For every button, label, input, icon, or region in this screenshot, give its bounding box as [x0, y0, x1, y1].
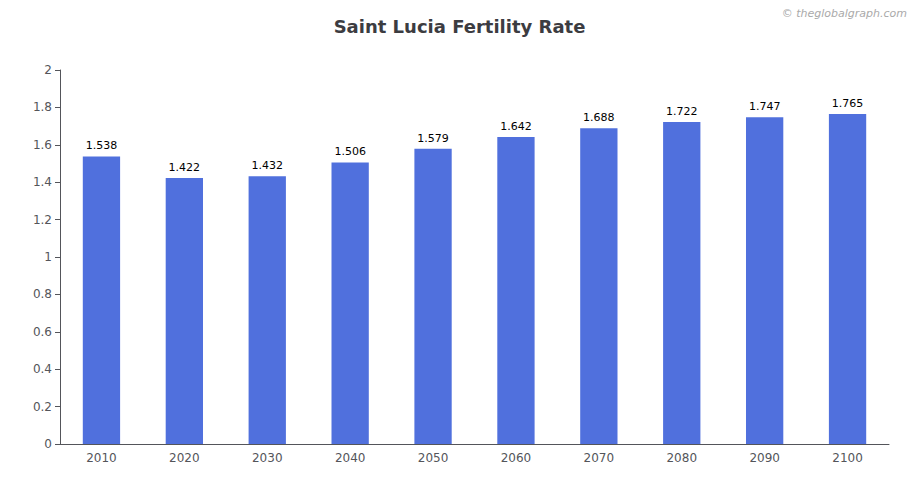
svg-text:0.2: 0.2 [33, 400, 52, 414]
svg-text:1.642: 1.642 [500, 120, 532, 133]
svg-text:1.422: 1.422 [169, 161, 201, 174]
svg-text:1.765: 1.765 [832, 97, 864, 110]
svg-text:0.6: 0.6 [33, 325, 52, 339]
svg-text:1.747: 1.747 [749, 100, 781, 113]
svg-text:© theglobalgraph.com: © theglobalgraph.com [782, 7, 907, 20]
svg-text:2010: 2010 [86, 451, 117, 465]
svg-text:1.4: 1.4 [33, 175, 52, 189]
svg-text:2040: 2040 [335, 451, 366, 465]
svg-text:2090: 2090 [749, 451, 780, 465]
svg-text:2020: 2020 [169, 451, 200, 465]
svg-text:1.6: 1.6 [33, 138, 52, 152]
svg-text:2060: 2060 [501, 451, 532, 465]
svg-text:1.579: 1.579 [417, 132, 449, 145]
svg-text:2080: 2080 [666, 451, 697, 465]
svg-text:Saint Lucia Fertility Rate: Saint Lucia Fertility Rate [334, 16, 586, 37]
svg-text:1.8: 1.8 [33, 100, 52, 114]
svg-text:1.722: 1.722 [666, 105, 698, 118]
svg-text:1.688: 1.688 [583, 111, 615, 124]
svg-text:2100: 2100 [832, 451, 863, 465]
svg-text:1.538: 1.538 [86, 139, 118, 152]
svg-text:0.8: 0.8 [33, 287, 52, 301]
svg-text:2070: 2070 [584, 451, 615, 465]
svg-text:1.506: 1.506 [334, 145, 366, 158]
svg-text:2050: 2050 [418, 451, 449, 465]
svg-text:1: 1 [44, 250, 52, 264]
svg-text:1.2: 1.2 [33, 213, 52, 227]
svg-text:2: 2 [44, 63, 52, 77]
svg-text:0.4: 0.4 [33, 362, 52, 376]
svg-text:2030: 2030 [252, 451, 283, 465]
svg-text:0: 0 [44, 437, 52, 451]
svg-text:1.432: 1.432 [252, 159, 284, 172]
